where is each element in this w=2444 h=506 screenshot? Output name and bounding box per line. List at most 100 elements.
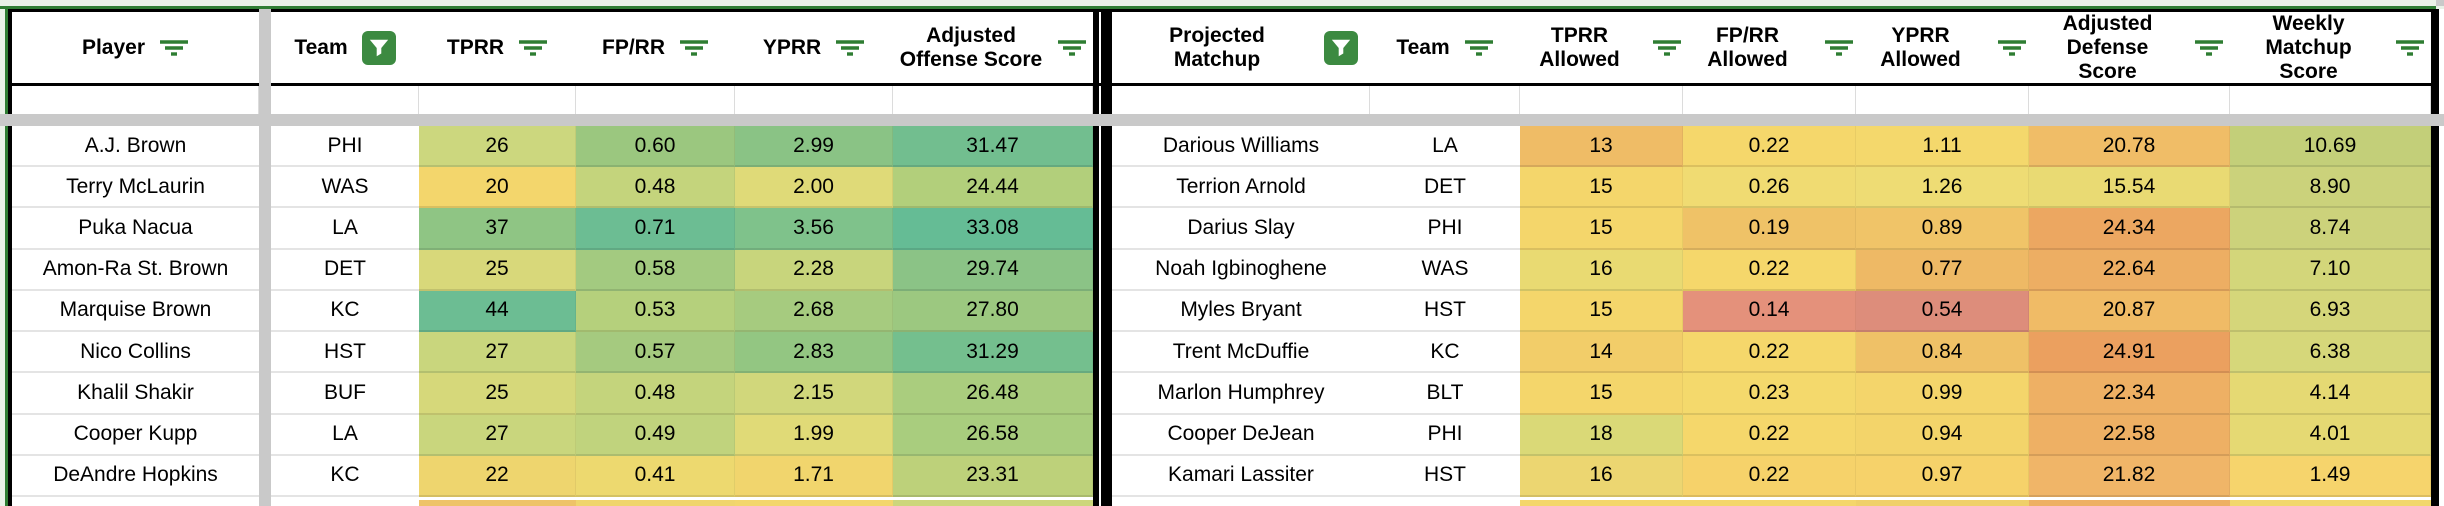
empty-cell[interactable] xyxy=(1856,86,2029,114)
fprr-cell[interactable]: 0.60 xyxy=(576,126,735,168)
matchup-cell[interactable]: Darius Slay xyxy=(1112,208,1370,250)
yprr-cell[interactable]: 1.99 xyxy=(735,414,893,456)
yprr-allowed-cell[interactable]: 0.89 xyxy=(1856,208,2029,250)
tprr-cell[interactable]: 20 xyxy=(419,167,576,209)
adjusted-offense-score-cell[interactable]: 31.29 xyxy=(893,332,1093,374)
adjusted-defense-score-cell[interactable]: 24.34 xyxy=(2029,208,2230,250)
empty-cell[interactable] xyxy=(419,86,576,114)
adjusted-defense-score-cell[interactable]: 15.54 xyxy=(2029,167,2230,209)
yprr-cell[interactable]: 2.68 xyxy=(735,290,893,333)
tprr-allowed-cell[interactable]: 16 xyxy=(1520,249,1683,291)
tprr-allowed-cell[interactable]: 15 xyxy=(1520,373,1683,415)
weekly-matchup-score-cell[interactable]: 1.49 xyxy=(2230,455,2431,497)
fprr-allowed-cell[interactable]: 0.26 xyxy=(1683,167,1856,209)
yprr-cell[interactable]: 1.71 xyxy=(735,455,893,497)
yprr-allowed-cell[interactable]: 0.99 xyxy=(1856,373,2029,415)
team-cell[interactable]: WAS xyxy=(271,167,419,209)
weekly-matchup-score-cell[interactable]: 10.69 xyxy=(2230,126,2431,168)
yprr-cell[interactable]: 2.83 xyxy=(735,332,893,374)
yprr-cell[interactable]: 2.00 xyxy=(735,167,893,209)
yprr-cell[interactable]: 2.99 xyxy=(735,126,893,168)
def-team-cell[interactable]: HST xyxy=(1370,290,1520,333)
tprr-allowed-cell[interactable]: 14 xyxy=(1520,332,1683,374)
fprr-cell[interactable]: 0.48 xyxy=(576,167,735,209)
matchup-cell[interactable]: Trent McDuffie xyxy=(1112,332,1370,374)
fprr-allowed-cell[interactable]: 0.22 xyxy=(1683,126,1856,168)
fprr-cell[interactable]: 0.49 xyxy=(576,414,735,456)
filter-lines-icon[interactable] xyxy=(2395,38,2425,58)
matchup-cell[interactable]: Noah Igbinoghene xyxy=(1112,249,1370,291)
team-cell[interactable]: KC xyxy=(271,290,419,333)
adjusted-offense-score-cell[interactable]: 33.08 xyxy=(893,208,1093,250)
fprr-cell[interactable]: 0.53 xyxy=(576,290,735,333)
yprr-allowed-cell[interactable]: 1.26 xyxy=(1856,167,2029,209)
player-cell[interactable]: Terry McLaurin xyxy=(12,167,259,209)
adjusted-offense-score-cell[interactable]: 27.80 xyxy=(893,290,1093,333)
empty-cell[interactable] xyxy=(1683,86,1856,114)
player-cell[interactable]: A.J. Brown xyxy=(12,126,259,168)
adjusted-defense-score-cell[interactable]: 22.64 xyxy=(2029,249,2230,291)
empty-cell[interactable] xyxy=(12,86,259,114)
matchup-cell[interactable]: Terrion Arnold xyxy=(1112,167,1370,209)
adjusted-defense-score-cell[interactable]: 22.34 xyxy=(2029,373,2230,415)
yprr-allowed-cell[interactable]: 0.54 xyxy=(1856,290,2029,333)
player-cell[interactable]: DeAndre Hopkins xyxy=(12,455,259,497)
empty-cell[interactable] xyxy=(1112,86,1370,114)
weekly-matchup-score-cell[interactable]: 4.14 xyxy=(2230,373,2431,415)
yprr-cell[interactable]: 3.56 xyxy=(735,208,893,250)
filter-lines-icon[interactable] xyxy=(1057,38,1087,58)
tprr-allowed-cell[interactable]: 13 xyxy=(1520,126,1683,168)
fprr-allowed-cell[interactable]: 0.22 xyxy=(1683,414,1856,456)
tprr-cell[interactable]: 44 xyxy=(419,290,576,333)
team-cell[interactable]: LA xyxy=(271,414,419,456)
yprr-cell[interactable]: 2.15 xyxy=(735,373,893,415)
adjusted-defense-score-cell[interactable]: 21.82 xyxy=(2029,455,2230,497)
fprr-cell[interactable]: 0.41 xyxy=(576,455,735,497)
empty-cell[interactable] xyxy=(2230,86,2431,114)
adjusted-defense-score-cell[interactable]: 24.91 xyxy=(2029,332,2230,374)
yprr-allowed-cell[interactable]: 0.84 xyxy=(1856,332,2029,374)
fprr-allowed-cell[interactable]: 0.23 xyxy=(1683,373,1856,415)
tprr-allowed-cell[interactable]: 16 xyxy=(1520,455,1683,497)
weekly-matchup-score-cell[interactable]: 6.93 xyxy=(2230,290,2431,333)
matchup-cell[interactable]: Marlon Humphrey xyxy=(1112,373,1370,415)
fprr-allowed-cell[interactable]: 0.19 xyxy=(1683,208,1856,250)
def-team-cell[interactable]: KC xyxy=(1370,332,1520,374)
adjusted-defense-score-cell[interactable]: 20.87 xyxy=(2029,290,2230,333)
player-cell[interactable]: Khalil Shakir xyxy=(12,373,259,415)
empty-cell[interactable] xyxy=(271,86,419,114)
filter-lines-icon[interactable] xyxy=(1824,38,1854,58)
matchup-cell[interactable]: Kamari Lassiter xyxy=(1112,455,1370,497)
tprr-allowed-cell[interactable]: 18 xyxy=(1520,414,1683,456)
tprr-cell[interactable]: 22 xyxy=(419,455,576,497)
tprr-allowed-cell[interactable]: 15 xyxy=(1520,290,1683,333)
team-cell[interactable]: DET xyxy=(271,249,419,291)
matchup-cell[interactable]: Darious Williams xyxy=(1112,126,1370,168)
tprr-cell[interactable]: 27 xyxy=(419,414,576,456)
filter-lines-icon[interactable] xyxy=(1464,38,1494,58)
def-team-cell[interactable]: PHI xyxy=(1370,414,1520,456)
filter-lines-icon[interactable] xyxy=(2194,38,2224,58)
empty-cell[interactable] xyxy=(2029,86,2230,114)
fprr-allowed-cell[interactable]: 0.22 xyxy=(1683,249,1856,291)
def-team-cell[interactable]: LA xyxy=(1370,126,1520,168)
def-team-cell[interactable]: HST xyxy=(1370,455,1520,497)
player-cell[interactable]: Cooper Kupp xyxy=(12,414,259,456)
empty-cell[interactable] xyxy=(735,86,893,114)
tprr-allowed-cell[interactable]: 15 xyxy=(1520,167,1683,209)
filter-lines-icon[interactable] xyxy=(159,38,189,58)
yprr-allowed-cell[interactable]: 1.11 xyxy=(1856,126,2029,168)
player-cell[interactable]: Amon-Ra St. Brown xyxy=(12,249,259,291)
tprr-cell[interactable]: 37 xyxy=(419,208,576,250)
def-team-cell[interactable]: PHI xyxy=(1370,208,1520,250)
filter-funnel-active-icon[interactable] xyxy=(361,31,396,65)
adjusted-offense-score-cell[interactable]: 24.44 xyxy=(893,167,1093,209)
tprr-cell[interactable]: 25 xyxy=(419,249,576,291)
team-cell[interactable]: BUF xyxy=(271,373,419,415)
def-team-cell[interactable]: DET xyxy=(1370,167,1520,209)
tprr-cell[interactable]: 27 xyxy=(419,332,576,374)
empty-cell[interactable] xyxy=(1520,86,1683,114)
fprr-cell[interactable]: 0.58 xyxy=(576,249,735,291)
team-cell[interactable]: LA xyxy=(271,208,419,250)
filter-lines-icon[interactable] xyxy=(518,38,548,58)
